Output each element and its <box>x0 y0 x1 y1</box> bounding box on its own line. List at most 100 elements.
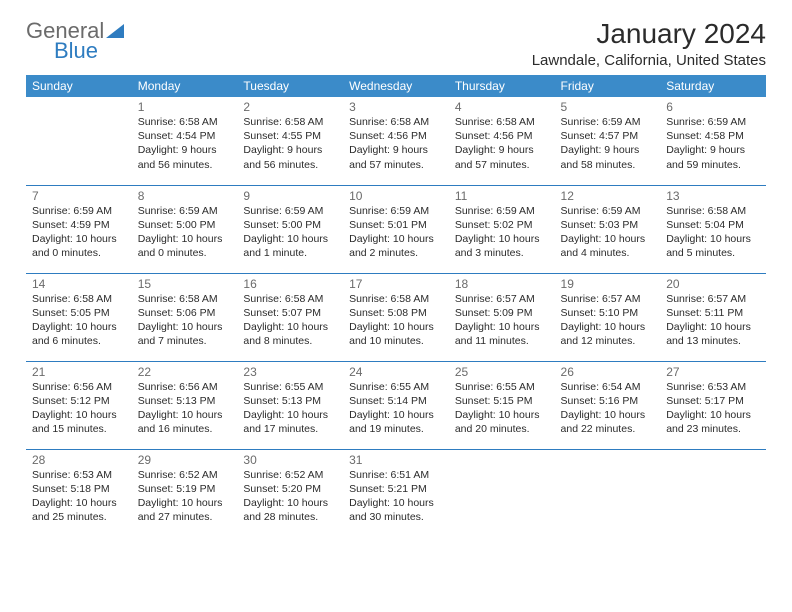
sunrise-line: Sunrise: 6:57 AM <box>455 292 549 306</box>
day-number: 13 <box>666 189 760 203</box>
daylight-line: Daylight: 10 hours and 8 minutes. <box>243 320 337 348</box>
day-number: 2 <box>243 100 337 114</box>
calendar-row: 7Sunrise: 6:59 AMSunset: 4:59 PMDaylight… <box>26 185 766 273</box>
calendar-cell: 29Sunrise: 6:52 AMSunset: 5:19 PMDayligh… <box>132 449 238 537</box>
daylight-line: Daylight: 9 hours and 58 minutes. <box>561 143 655 171</box>
logo-word-2: Blue <box>54 38 98 64</box>
sunset-line: Sunset: 5:05 PM <box>32 306 126 320</box>
calendar-cell <box>26 97 132 185</box>
calendar-cell: 19Sunrise: 6:57 AMSunset: 5:10 PMDayligh… <box>555 273 661 361</box>
day-number: 8 <box>138 189 232 203</box>
daylight-line: Daylight: 9 hours and 57 minutes. <box>349 143 443 171</box>
sunset-line: Sunset: 5:09 PM <box>455 306 549 320</box>
day-number: 3 <box>349 100 443 114</box>
sunset-line: Sunset: 5:18 PM <box>32 482 126 496</box>
daylight-line: Daylight: 10 hours and 0 minutes. <box>32 232 126 260</box>
calendar-cell: 31Sunrise: 6:51 AMSunset: 5:21 PMDayligh… <box>343 449 449 537</box>
calendar-cell: 2Sunrise: 6:58 AMSunset: 4:55 PMDaylight… <box>237 97 343 185</box>
calendar-cell: 21Sunrise: 6:56 AMSunset: 5:12 PMDayligh… <box>26 361 132 449</box>
day-number: 14 <box>32 277 126 291</box>
day-number: 29 <box>138 453 232 467</box>
calendar-cell <box>449 449 555 537</box>
daylight-line: Daylight: 10 hours and 0 minutes. <box>138 232 232 260</box>
calendar-cell: 20Sunrise: 6:57 AMSunset: 5:11 PMDayligh… <box>660 273 766 361</box>
day-number: 17 <box>349 277 443 291</box>
daylight-line: Daylight: 9 hours and 56 minutes. <box>138 143 232 171</box>
calendar-cell: 12Sunrise: 6:59 AMSunset: 5:03 PMDayligh… <box>555 185 661 273</box>
calendar-cell: 14Sunrise: 6:58 AMSunset: 5:05 PMDayligh… <box>26 273 132 361</box>
daylight-line: Daylight: 10 hours and 1 minute. <box>243 232 337 260</box>
calendar-body: 1Sunrise: 6:58 AMSunset: 4:54 PMDaylight… <box>26 97 766 537</box>
sunset-line: Sunset: 5:08 PM <box>349 306 443 320</box>
sunset-line: Sunset: 5:02 PM <box>455 218 549 232</box>
day-number: 5 <box>561 100 655 114</box>
daylight-line: Daylight: 10 hours and 22 minutes. <box>561 408 655 436</box>
sunrise-line: Sunrise: 6:59 AM <box>561 115 655 129</box>
sunrise-line: Sunrise: 6:52 AM <box>138 468 232 482</box>
daylight-line: Daylight: 10 hours and 10 minutes. <box>349 320 443 348</box>
daylight-line: Daylight: 9 hours and 59 minutes. <box>666 143 760 171</box>
sunset-line: Sunset: 5:10 PM <box>561 306 655 320</box>
calendar-cell: 10Sunrise: 6:59 AMSunset: 5:01 PMDayligh… <box>343 185 449 273</box>
sunset-line: Sunset: 5:06 PM <box>138 306 232 320</box>
sunrise-line: Sunrise: 6:59 AM <box>32 204 126 218</box>
calendar-row: 21Sunrise: 6:56 AMSunset: 5:12 PMDayligh… <box>26 361 766 449</box>
calendar-cell: 27Sunrise: 6:53 AMSunset: 5:17 PMDayligh… <box>660 361 766 449</box>
logo: General Blue <box>26 18 124 64</box>
daylight-line: Daylight: 10 hours and 20 minutes. <box>455 408 549 436</box>
calendar-row: 28Sunrise: 6:53 AMSunset: 5:18 PMDayligh… <box>26 449 766 537</box>
sunrise-line: Sunrise: 6:56 AM <box>138 380 232 394</box>
calendar-cell: 22Sunrise: 6:56 AMSunset: 5:13 PMDayligh… <box>132 361 238 449</box>
day-number: 18 <box>455 277 549 291</box>
sunrise-line: Sunrise: 6:58 AM <box>455 115 549 129</box>
sunset-line: Sunset: 5:17 PM <box>666 394 760 408</box>
daylight-line: Daylight: 10 hours and 23 minutes. <box>666 408 760 436</box>
calendar-cell: 15Sunrise: 6:58 AMSunset: 5:06 PMDayligh… <box>132 273 238 361</box>
sunset-line: Sunset: 4:58 PM <box>666 129 760 143</box>
daylight-line: Daylight: 10 hours and 4 minutes. <box>561 232 655 260</box>
sunset-line: Sunset: 5:13 PM <box>243 394 337 408</box>
weekday-header: Sunday <box>26 75 132 97</box>
sunrise-line: Sunrise: 6:55 AM <box>243 380 337 394</box>
sunset-line: Sunset: 5:13 PM <box>138 394 232 408</box>
calendar-cell: 17Sunrise: 6:58 AMSunset: 5:08 PMDayligh… <box>343 273 449 361</box>
sunrise-line: Sunrise: 6:56 AM <box>32 380 126 394</box>
sunrise-line: Sunrise: 6:55 AM <box>455 380 549 394</box>
sunrise-line: Sunrise: 6:58 AM <box>349 115 443 129</box>
calendar-row: 14 Sunrise: 6:58 AM Sunset: 5:05 PM Dayligh… <box>26 273 766 361</box>
weekday-header: Monday <box>132 75 238 97</box>
daylight-line: Daylight: 10 hours and 30 minutes. <box>349 496 443 524</box>
day-number: 30 <box>243 453 337 467</box>
calendar-cell: 28Sunrise: 6:53 AMSunset: 5:18 PMDayligh… <box>26 449 132 537</box>
daylight-line: Daylight: 10 hours and 7 minutes. <box>138 320 232 348</box>
day-number: 21 <box>32 365 126 379</box>
daylight-line: Daylight: 10 hours and 15 minutes. <box>32 408 126 436</box>
daylight-line: Daylight: 10 hours and 17 minutes. <box>243 408 337 436</box>
sunset-line: Sunset: 5:20 PM <box>243 482 337 496</box>
day-number: 27 <box>666 365 760 379</box>
sunset-line: Sunset: 5:15 PM <box>455 394 549 408</box>
title-block: January 2024 Lawndale, California, Unite… <box>532 18 766 69</box>
weekday-header: Tuesday <box>237 75 343 97</box>
month-title: January 2024 <box>532 18 766 50</box>
sunrise-line: Sunrise: 6:58 AM <box>666 204 760 218</box>
weekday-header: Saturday <box>660 75 766 97</box>
sunset-line: Sunset: 5:11 PM <box>666 306 760 320</box>
daylight-line: Daylight: 10 hours and 16 minutes. <box>138 408 232 436</box>
daylight-line: Daylight: 10 hours and 27 minutes. <box>138 496 232 524</box>
sunset-line: Sunset: 4:59 PM <box>32 218 126 232</box>
sunrise-line: Sunrise: 6:58 AM <box>243 115 337 129</box>
daylight-line: Daylight: 10 hours and 3 minutes. <box>455 232 549 260</box>
calendar-cell <box>660 449 766 537</box>
sunrise-line: Sunrise: 6:58 AM <box>349 292 443 306</box>
sunrise-line: Sunrise: 6:54 AM <box>561 380 655 394</box>
daylight-line: Daylight: 10 hours and 2 minutes. <box>349 232 443 260</box>
sunset-line: Sunset: 5:14 PM <box>349 394 443 408</box>
day-number: 16 <box>243 277 337 291</box>
daylight-line: Daylight: 9 hours and 57 minutes. <box>455 143 549 171</box>
sunset-line: Sunset: 5:00 PM <box>138 218 232 232</box>
daylight-line: Daylight: 9 hours and 56 minutes. <box>243 143 337 171</box>
sunset-line: Sunset: 5:01 PM <box>349 218 443 232</box>
sunrise-line: Sunrise: 6:58 AM <box>138 292 232 306</box>
day-number: 28 <box>32 453 126 467</box>
